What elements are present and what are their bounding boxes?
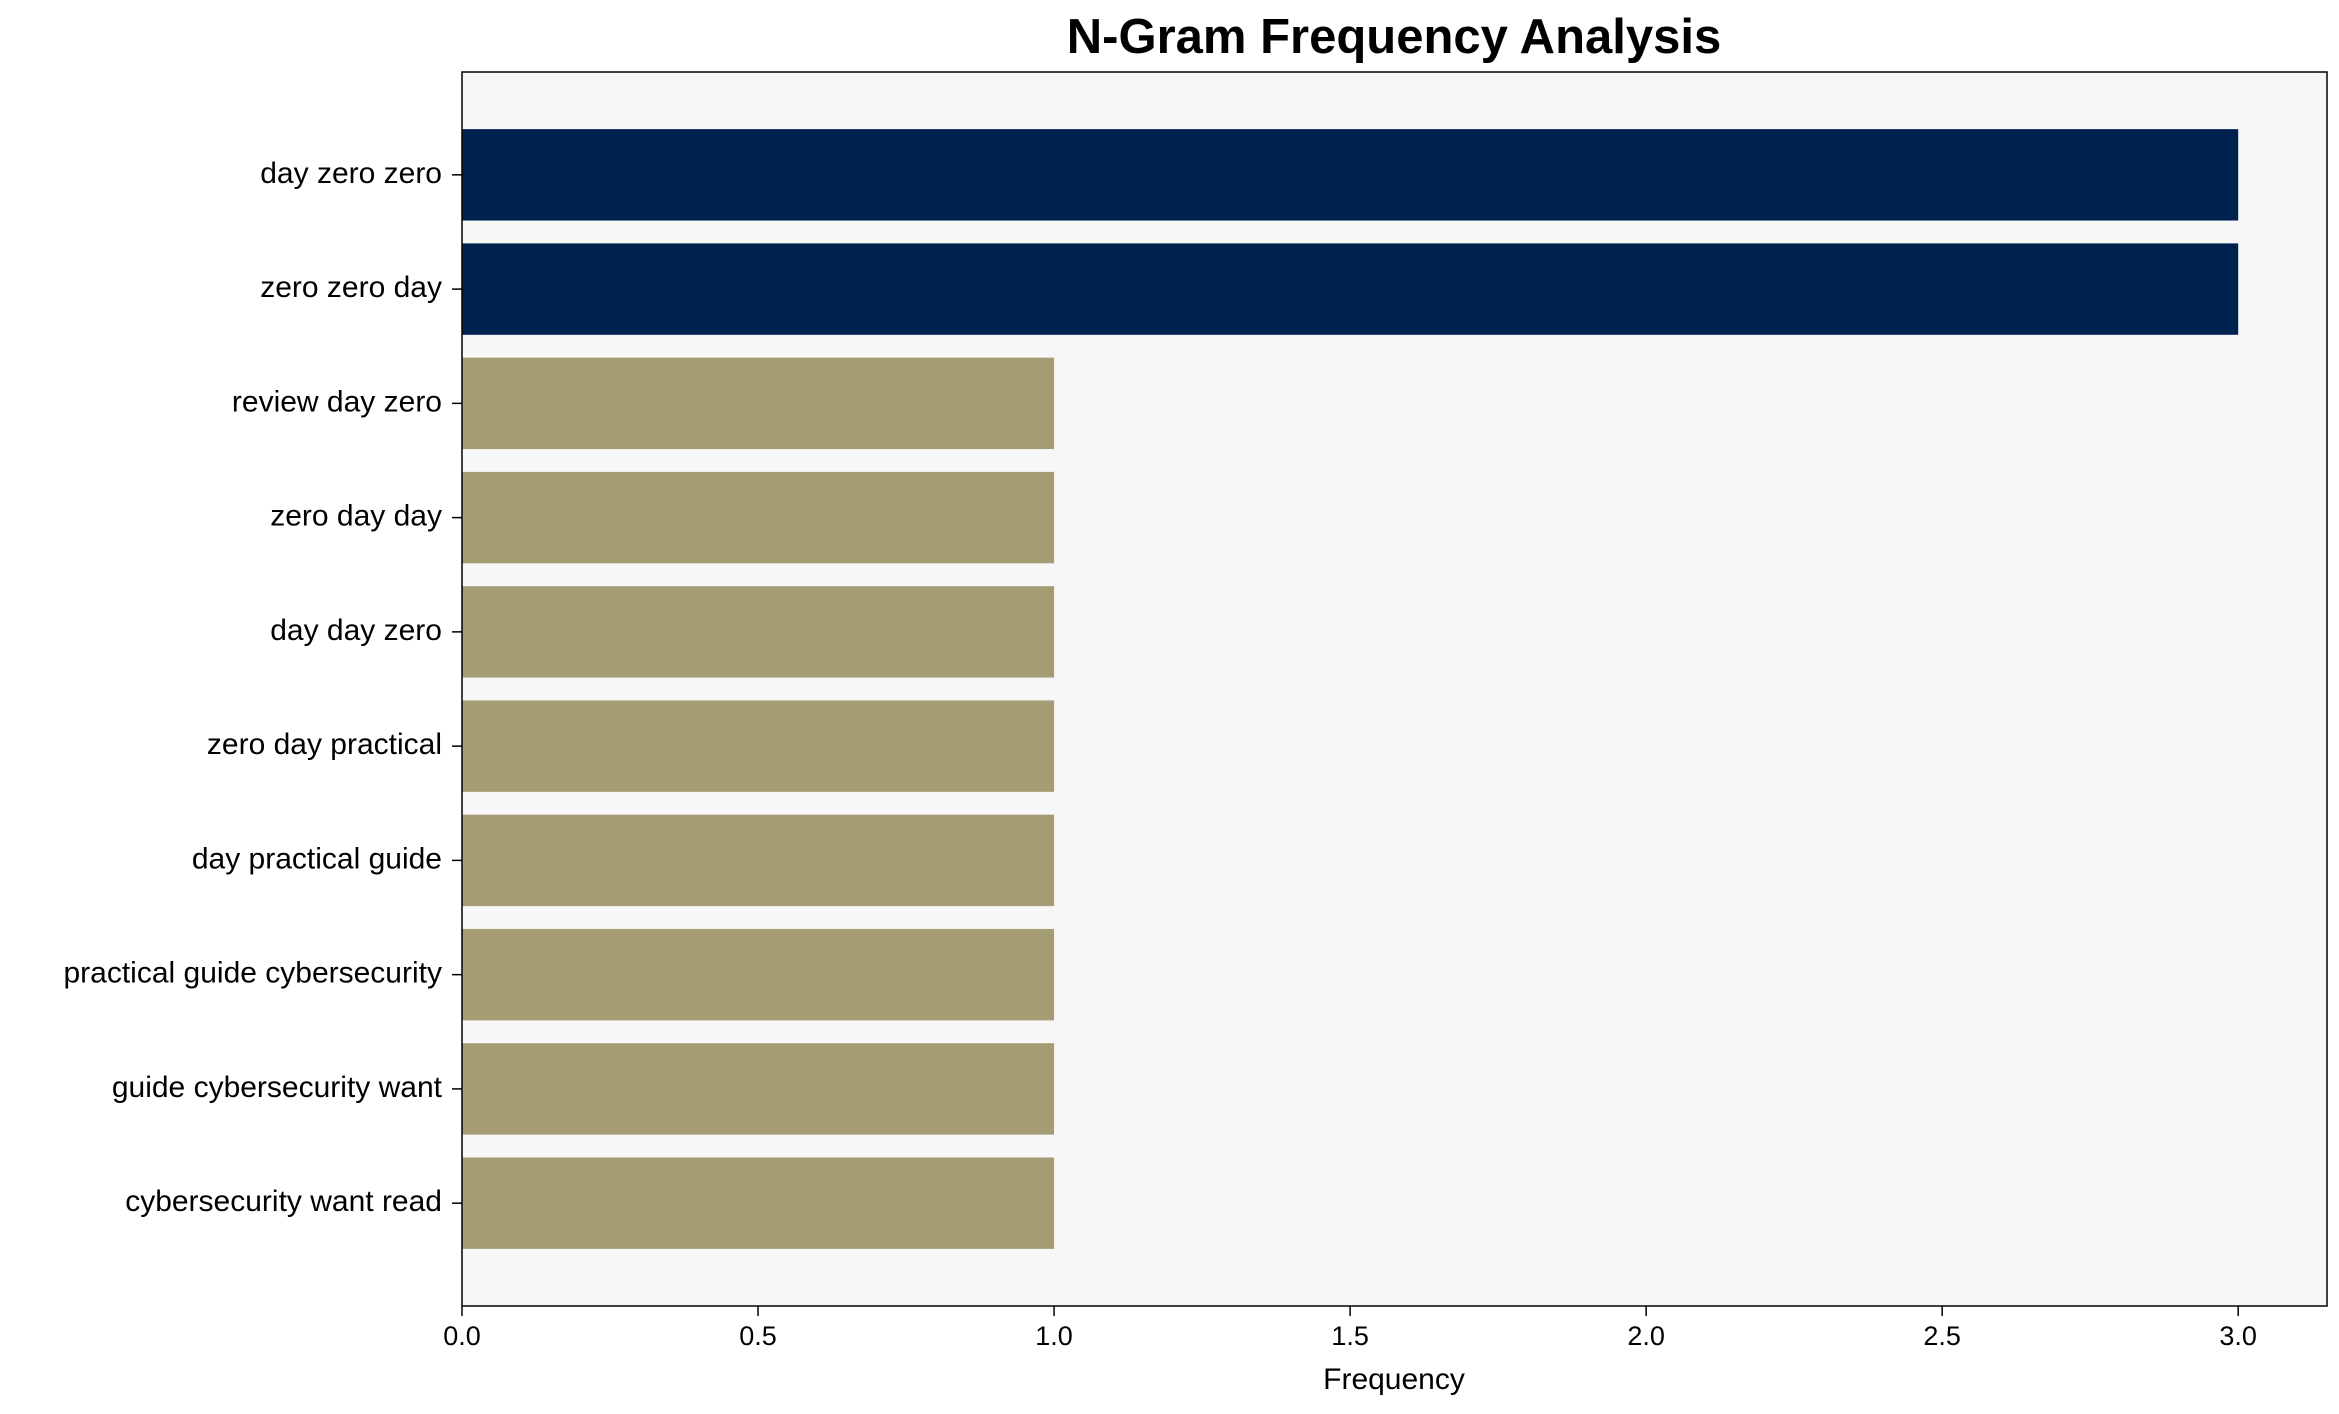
y-tick-label: day zero zero	[260, 157, 442, 190]
y-tick-label: practical guide cybersecurity	[63, 957, 442, 990]
y-tick-label: guide cybersecurity want	[112, 1071, 443, 1104]
x-tick-label: 1.5	[1331, 1321, 1369, 1351]
bar	[462, 357, 1055, 450]
y-tick-label: day day zero	[270, 614, 442, 647]
y-tick-label: zero zero day	[260, 271, 442, 304]
x-tick-label: 1.0	[1035, 1321, 1073, 1351]
bar	[462, 1157, 1055, 1249]
bar	[462, 700, 1055, 792]
bar	[462, 928, 1055, 1021]
x-tick-label: 0.5	[739, 1321, 777, 1351]
x-tick-label: 2.5	[1923, 1321, 1961, 1351]
y-tick-label: zero day day	[270, 500, 442, 533]
y-tick-label: review day zero	[232, 385, 442, 418]
bar	[462, 1043, 1055, 1135]
bar	[462, 471, 1055, 564]
bar	[462, 129, 2239, 221]
y-tick-label: cybersecurity want read	[125, 1185, 442, 1218]
bar	[462, 586, 1055, 678]
bar	[462, 243, 2239, 335]
bar	[462, 814, 1055, 907]
x-tick-label: 0.0	[443, 1321, 481, 1351]
y-tick-label: zero day practical	[207, 728, 442, 761]
x-axis-label: Frequency	[1323, 1363, 1465, 1396]
x-tick-label: 3.0	[2219, 1321, 2257, 1351]
chart-title: N-Gram Frequency Analysis	[1067, 10, 1721, 64]
x-tick-label: 2.0	[1627, 1321, 1665, 1351]
plot-frame	[461, 71, 2328, 1307]
y-tick-label: day practical guide	[192, 842, 442, 875]
